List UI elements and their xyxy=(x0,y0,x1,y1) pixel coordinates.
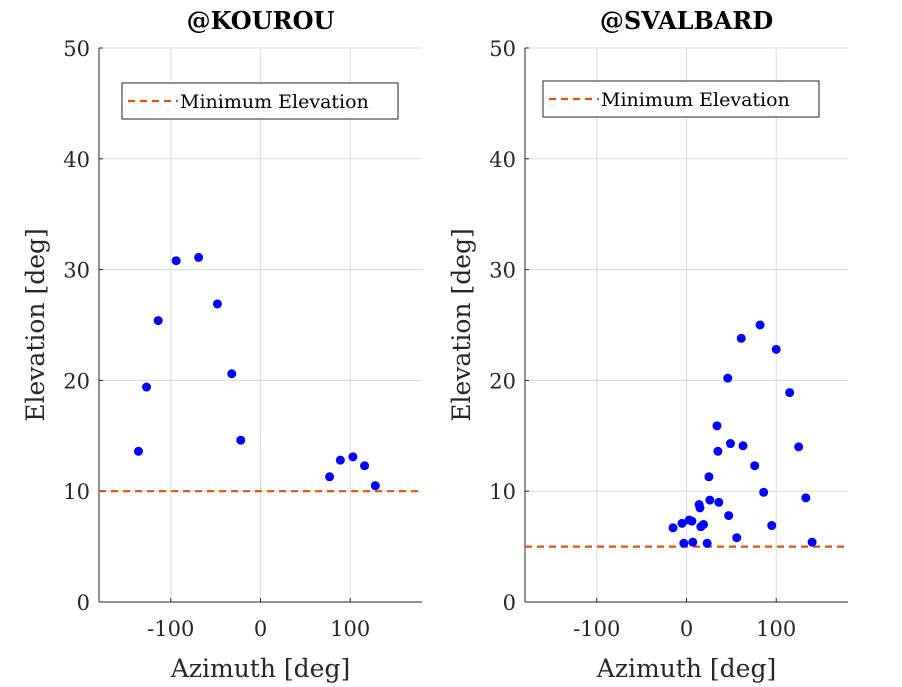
chart-1-point-9 xyxy=(699,519,709,529)
chart-0-ytick-label-4: 40 xyxy=(63,148,90,172)
chart-0-ytick-label-0: 0 xyxy=(77,591,90,615)
chart-0-ytick-label-3: 30 xyxy=(63,259,90,283)
chart-0-title: @KOUROU xyxy=(187,6,335,35)
svalbard-panel: -100 0 100 0 10 20 30 40 50 @SVALBARD Azimuth [deg… xyxy=(447,6,848,683)
chart-0-point-3 xyxy=(171,256,181,266)
chart-1-point-2 xyxy=(679,538,689,548)
kourou-panel: -100 0 100 0 10 20 30 40 50 @KOUROU Azimuth [deg] E… xyxy=(21,6,422,683)
chart-0-ytick-label-2: 20 xyxy=(63,369,90,393)
chart-1-title: @SVALBARD xyxy=(600,6,773,35)
chart-1-ytick-label-5: 50 xyxy=(489,37,516,61)
chart-1-point-4 xyxy=(687,516,697,526)
chart-0-point-4 xyxy=(194,252,204,262)
chart-1-point-10 xyxy=(702,538,712,548)
chart-1-point-11 xyxy=(704,472,714,482)
chart-0-point-6 xyxy=(227,369,237,379)
chart-1-point-20 xyxy=(736,333,746,343)
chart-1-ytick-label-0: 0 xyxy=(503,591,516,615)
chart-0-xtick-label-0: -100 xyxy=(147,617,194,641)
chart-1-point-28 xyxy=(794,442,804,452)
chart-0-point-12 xyxy=(370,481,380,491)
chart-1-point-19 xyxy=(732,533,742,543)
chart-1-point-0 xyxy=(668,523,678,533)
chart-0-point-0 xyxy=(133,446,143,456)
chart-1-point-29 xyxy=(801,493,811,503)
chart-1-point-25 xyxy=(767,521,777,531)
chart-1-point-15 xyxy=(714,497,724,507)
chart-0-point-9 xyxy=(335,455,345,465)
chart-0-point-2 xyxy=(153,316,163,326)
chart-1-point-1 xyxy=(677,518,687,528)
chart-0-xtick-label-2: 100 xyxy=(330,617,370,641)
chart-1-point-26 xyxy=(771,344,781,354)
chart-1-point-21 xyxy=(738,441,748,451)
chart-1-legend-label: Minimum Elevation xyxy=(601,89,790,111)
chart-0-point-8 xyxy=(325,472,335,482)
chart-1-point-5 xyxy=(688,537,698,547)
chart-1-point-14 xyxy=(713,446,723,456)
chart-0-point-5 xyxy=(212,299,222,309)
chart-0-legend-label: Minimum Elevation xyxy=(180,91,369,113)
chart-1-xlabel: Azimuth [deg] xyxy=(596,654,776,683)
chart-1-point-13 xyxy=(712,421,722,431)
chart-1-xtick-label-2: 100 xyxy=(756,617,796,641)
chart-1-point-17 xyxy=(724,511,734,521)
chart-1-ytick-label-1: 10 xyxy=(489,480,516,504)
chart-1-point-12 xyxy=(705,495,715,505)
chart-1-ytick-label-3: 30 xyxy=(489,259,516,283)
chart-0-point-1 xyxy=(142,382,152,392)
chart-0-xtick-label-1: 0 xyxy=(254,617,267,641)
chart-1-ytick-label-2: 20 xyxy=(489,369,516,393)
chart-0-point-7 xyxy=(236,435,246,445)
chart-1-xtick-label-0: -100 xyxy=(573,617,620,641)
chart-1-point-7 xyxy=(695,503,705,513)
chart-0-ylabel: Elevation [deg] xyxy=(21,228,50,422)
chart-1-ylabel: Elevation [deg] xyxy=(447,228,476,422)
chart-0-point-11 xyxy=(360,461,370,471)
chart-1-point-22 xyxy=(750,461,760,471)
chart-1-point-23 xyxy=(755,320,765,330)
chart-0-point-10 xyxy=(348,452,358,462)
chart-1-point-16 xyxy=(723,373,733,383)
chart-0-ytick-label-5: 50 xyxy=(63,37,90,61)
chart-1-point-24 xyxy=(759,487,769,497)
chart-0-xlabel: Azimuth [deg] xyxy=(170,654,350,683)
chart-1-point-18 xyxy=(725,439,735,449)
chart-1-point-27 xyxy=(785,388,795,398)
chart-1-ytick-label-4: 40 xyxy=(489,148,516,172)
chart-0-ytick-label-1: 10 xyxy=(63,480,90,504)
chart-1-xtick-label-1: 0 xyxy=(680,617,693,641)
chart-1-point-30 xyxy=(807,537,817,547)
